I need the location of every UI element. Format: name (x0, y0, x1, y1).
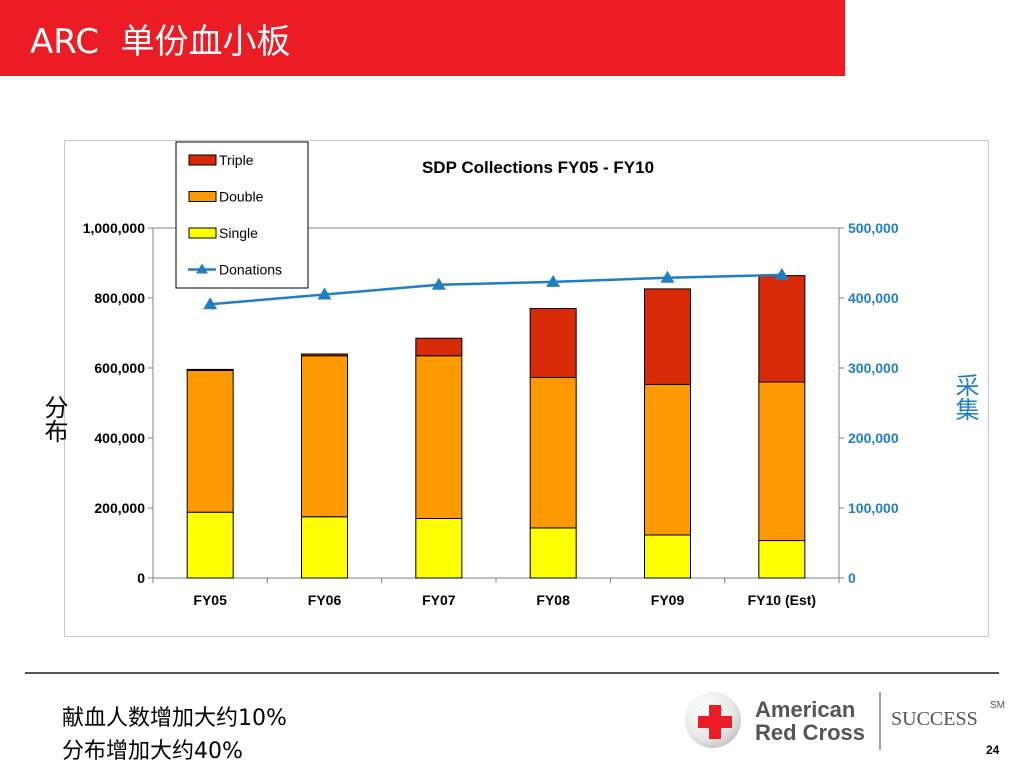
bar-double (758, 381, 806, 542)
bar-double (529, 376, 577, 529)
legend-label-single: Single (219, 225, 258, 241)
logo-divider (879, 692, 881, 750)
sdp-collections-chart: 0 200,000 400,000 600,000 800,000 1,000,000 0 1… (83, 141, 899, 608)
legend-label-triple: Triple (219, 152, 254, 168)
bar-double (644, 383, 691, 536)
legend-box (175, 141, 309, 289)
separator-line (25, 672, 999, 674)
chart-frame: 0 200,000 400,000 600,000 800,000 1,000,000 0 1… (64, 140, 989, 637)
right-tick-label: 300,000 (848, 360, 899, 376)
bar-double (186, 369, 234, 513)
bar-double (301, 355, 348, 518)
legend-label-double: Double (219, 189, 264, 205)
right-tick-label: 200,000 (848, 430, 899, 446)
bar-triple (644, 288, 691, 385)
page-number: 24 (986, 743, 1000, 757)
right-axis-label: 采集 (951, 373, 979, 421)
left-axis-label: 分布 (40, 395, 68, 443)
logo-line-2: Red Cross (755, 720, 866, 745)
x-tick-label: FY09 (651, 592, 685, 608)
red-cross-icon (685, 692, 741, 748)
logo-name: American Red Cross (755, 698, 865, 744)
donations-point (660, 270, 675, 283)
american-red-cross-logo: American Red Cross SUCCESS SM (683, 688, 1013, 758)
title-bar: ARC 单份血小板 (0, 0, 845, 76)
bar-single (301, 516, 348, 579)
donations-point (431, 277, 446, 290)
left-tick-label: 200,000 (94, 500, 145, 516)
logo-tagline: SUCCESS (891, 708, 978, 730)
legend-swatch-triple (188, 154, 217, 166)
bottom-note-2: 分布增加大约40% (62, 739, 243, 764)
right-tick-label: 100,000 (848, 500, 899, 516)
legend-swatch-single (188, 227, 217, 239)
donations-point (317, 287, 332, 300)
bar-single (529, 527, 577, 579)
bar-single (415, 518, 463, 579)
bar-single (644, 534, 691, 579)
left-tick-label: 1,000,000 (83, 220, 145, 236)
bar-triple (529, 308, 577, 378)
logo-line-1: American (755, 697, 856, 722)
logo-service-mark: SM (990, 700, 1005, 711)
x-tick-label: FY08 (536, 592, 570, 608)
legend-marker-donations (196, 263, 208, 274)
chart-title: SDP Collections FY05 - FY10 (422, 158, 654, 177)
donations-point (774, 267, 789, 280)
right-tick-label: 0 (848, 570, 856, 586)
left-tick-label: 600,000 (94, 360, 145, 376)
bar-single (758, 540, 806, 579)
bar-triple (415, 337, 463, 357)
bar-double (415, 355, 463, 519)
donations-point (546, 274, 561, 287)
legend-label-donations: Donations (219, 262, 282, 278)
x-tick-label: FY05 (193, 592, 227, 608)
bar-single (186, 511, 234, 579)
right-tick-label: 400,000 (848, 290, 899, 306)
left-tick-label: 0 (137, 570, 145, 586)
slide-title: ARC 单份血小板 (30, 22, 291, 62)
x-tick-label: FY07 (422, 592, 456, 608)
bar-triple (758, 275, 806, 383)
legend-swatch-double (188, 191, 217, 202)
x-tick-label: FY06 (308, 592, 342, 608)
donations-line (210, 273, 782, 306)
donations-point (203, 297, 218, 310)
right-tick-label: 500,000 (848, 220, 899, 236)
x-tick-label: FY10 (Est) (748, 592, 816, 608)
left-tick-label: 400,000 (94, 430, 145, 446)
bar-triple (186, 368, 234, 371)
left-tick-label: 800,000 (94, 290, 145, 306)
bar-triple (301, 353, 348, 357)
bottom-note-1: 献血人数增加大约10% (62, 706, 287, 731)
